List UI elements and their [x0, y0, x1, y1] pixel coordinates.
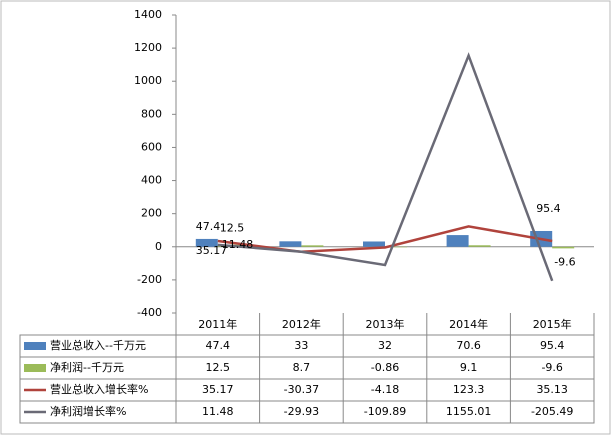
table-value: -9.6 — [541, 361, 562, 374]
legend-label: 净利润增长率% — [50, 404, 126, 418]
table-value: 8.7 — [293, 361, 311, 374]
y-tick-label: 1200 — [134, 41, 162, 54]
table-value: 123.3 — [453, 383, 485, 396]
y-tick-label: 800 — [141, 107, 162, 120]
table-value: 35.17 — [202, 383, 234, 396]
table-value: 11.48 — [202, 405, 234, 418]
y-tick-label: -400 — [137, 306, 162, 319]
y-tick-label: 1000 — [134, 74, 162, 87]
table-value: 35.13 — [536, 383, 568, 396]
bar — [301, 245, 324, 247]
table-value: -29.93 — [284, 405, 319, 418]
line — [217, 52, 554, 282]
table-value: 32 — [378, 339, 392, 352]
y-tick-label: 1400 — [134, 8, 162, 21]
table-value: 33 — [294, 339, 308, 352]
legend-swatch — [24, 342, 46, 350]
x-tick-label: 2011年 — [198, 317, 237, 331]
x-tick-label: 2012年 — [282, 317, 321, 331]
bar — [195, 238, 218, 247]
y-tick-label: -200 — [137, 273, 162, 286]
table-value: -109.89 — [364, 405, 406, 418]
table-value: 70.6 — [456, 339, 481, 352]
data-label: 11.48 — [222, 238, 254, 251]
table-value: -205.49 — [531, 405, 573, 418]
x-tick-label: 2014年 — [449, 317, 488, 331]
bar — [279, 241, 302, 247]
table-value: -4.18 — [371, 383, 399, 396]
bar — [363, 241, 385, 247]
data-label: 95.4 — [536, 202, 561, 215]
legend-label: 营业总收入--千万元 — [50, 338, 146, 352]
table-value: -0.86 — [371, 361, 399, 374]
table-value: 12.5 — [206, 361, 231, 374]
y-tick-label: 400 — [141, 174, 162, 187]
data-label: -9.6 — [554, 255, 575, 268]
x-tick-label: 2015年 — [533, 317, 572, 331]
data-label: 47.4 — [196, 220, 221, 233]
x-tick-label: 2013年 — [366, 317, 405, 331]
y-tick-label: 0 — [155, 240, 162, 253]
legend-label: 营业总收入增长率% — [50, 382, 148, 396]
table-value: -30.37 — [284, 383, 319, 396]
data-label: 35.17 — [196, 244, 228, 257]
table-value: 47.4 — [206, 339, 231, 352]
table-value: 95.4 — [540, 339, 565, 352]
table-value: 9.1 — [460, 361, 478, 374]
y-tick-label: 600 — [141, 140, 162, 153]
line — [217, 225, 553, 254]
table-value: 1155.01 — [446, 405, 492, 418]
legend-swatch — [24, 364, 46, 372]
y-tick-label: 200 — [141, 207, 162, 220]
bar — [446, 235, 469, 247]
data-label: 12.5 — [220, 222, 245, 235]
bar — [468, 245, 491, 247]
bar — [552, 246, 575, 249]
legend-label: 净利润--千万元 — [50, 360, 124, 374]
bar — [385, 246, 407, 248]
